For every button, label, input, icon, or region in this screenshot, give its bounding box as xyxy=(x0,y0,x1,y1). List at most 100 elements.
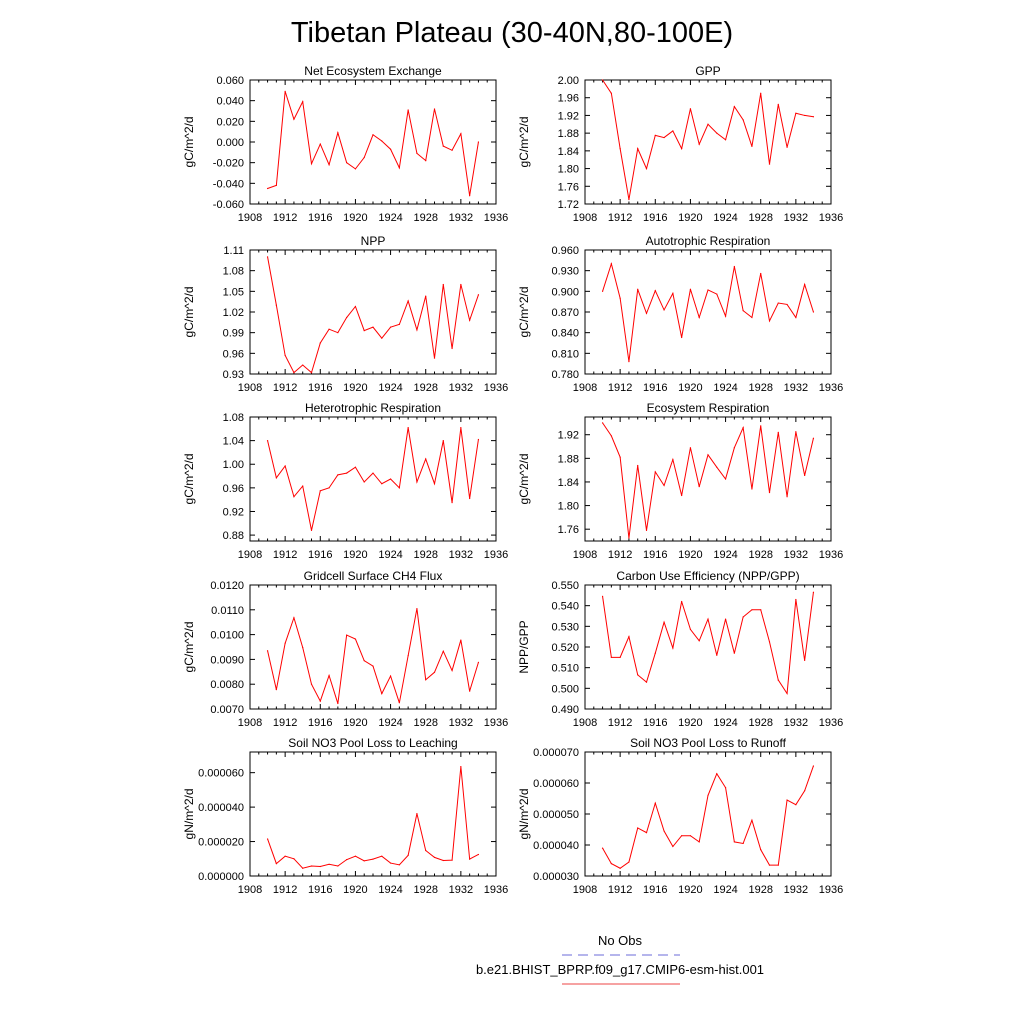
series-line xyxy=(267,766,479,869)
data-point xyxy=(742,310,744,312)
data-point xyxy=(645,167,648,170)
data-point xyxy=(786,303,788,306)
legend-label-no-obs: No Obs xyxy=(598,933,643,948)
data-point xyxy=(637,148,639,150)
data-point xyxy=(469,195,471,197)
data-point xyxy=(672,292,674,294)
data-point xyxy=(425,160,427,162)
data-point xyxy=(266,440,269,442)
data-point xyxy=(795,316,797,319)
y-tick-label: 1.92 xyxy=(558,430,579,442)
y-tick-label: 0.0100 xyxy=(210,630,244,642)
data-point xyxy=(689,108,692,110)
data-point xyxy=(372,134,374,136)
y-tick-label: 0.000070 xyxy=(533,747,579,759)
data-point xyxy=(433,108,436,110)
x-tick-label: 1912 xyxy=(608,884,632,896)
data-point xyxy=(337,332,339,334)
x-tick-label: 1936 xyxy=(484,717,508,729)
data-point xyxy=(293,496,295,498)
data-point xyxy=(786,496,788,498)
data-point xyxy=(451,669,453,672)
panel-2: NPP gC/m^2/d 1908 1912 1916 1920 1924 1928 1932 1… xyxy=(182,234,508,394)
data-point xyxy=(681,148,683,150)
data-point xyxy=(654,290,656,292)
data-point xyxy=(310,163,313,165)
data-point xyxy=(337,474,339,476)
data-point xyxy=(460,283,462,286)
y-tick-label: 0.0110 xyxy=(211,605,244,617)
data-point xyxy=(266,650,269,652)
y-axis-label: gC/m^2/d xyxy=(182,117,196,168)
data-point xyxy=(654,802,656,804)
data-point xyxy=(628,198,630,201)
x-tick-label: 1908 xyxy=(238,549,262,561)
data-point xyxy=(742,119,744,121)
x-tick-label: 1908 xyxy=(573,382,597,394)
y-tick-label: 1.92 xyxy=(558,110,579,122)
data-point xyxy=(363,860,365,862)
data-point xyxy=(751,488,753,490)
y-tick-label: 0.99 xyxy=(223,328,244,340)
y-tick-label: 1.11 xyxy=(223,245,244,257)
data-point xyxy=(804,659,806,662)
data-point xyxy=(663,484,665,487)
x-tick-label: 1916 xyxy=(308,549,332,561)
x-tick-label: 1932 xyxy=(449,549,473,561)
data-point xyxy=(346,634,348,636)
data-point xyxy=(601,847,604,849)
data-point xyxy=(681,336,683,339)
data-point xyxy=(337,132,339,134)
data-point xyxy=(319,865,321,868)
y-tick-label: 0.0120 xyxy=(210,580,244,592)
plot-frame xyxy=(584,751,832,877)
x-tick-label: 1936 xyxy=(819,382,843,394)
panel-title: Soil NO3 Pool Loss to Runoff xyxy=(630,736,787,750)
series-line xyxy=(602,592,814,695)
y-tick-label: 0.550 xyxy=(551,580,579,592)
y-tick-label: 0.000040 xyxy=(198,802,244,814)
y-axis-label: gC/m^2/d xyxy=(182,454,196,505)
data-point xyxy=(477,141,480,143)
panel-title: Gridcell Surface CH4 Flux xyxy=(304,569,443,583)
x-tick-label: 1912 xyxy=(608,549,632,561)
data-point xyxy=(319,342,321,344)
data-point xyxy=(363,330,365,332)
series-line xyxy=(267,256,479,374)
data-point xyxy=(681,600,683,603)
data-point xyxy=(663,309,665,311)
data-point xyxy=(663,830,665,832)
data-point xyxy=(293,118,295,120)
data-point xyxy=(619,297,621,299)
data-point xyxy=(284,642,286,644)
data-point xyxy=(293,617,295,619)
y-tick-label: 0.000060 xyxy=(533,778,579,790)
data-point xyxy=(795,431,797,433)
data-point xyxy=(310,865,313,867)
y-tick-label: 1.05 xyxy=(223,286,244,298)
panel-5: Ecosystem Respiration gC/m^2/d 1908 1912 191… xyxy=(517,401,843,561)
y-tick-label: 0.810 xyxy=(551,348,579,360)
x-tick-label: 1920 xyxy=(343,884,367,896)
data-point xyxy=(433,856,436,859)
data-point xyxy=(407,300,409,302)
data-point xyxy=(760,425,762,427)
panel-title: Heterotrophic Respiration xyxy=(305,401,441,415)
y-tick-label: 0.92 xyxy=(223,506,244,518)
y-tick-label: 2.00 xyxy=(558,75,579,87)
x-tick-label: 1920 xyxy=(678,549,702,561)
x-tick-label: 1920 xyxy=(678,717,702,729)
data-point xyxy=(751,316,753,319)
panel-title: Soil NO3 Pool Loss to Leaching xyxy=(288,736,457,750)
data-point xyxy=(663,136,665,139)
data-point xyxy=(619,867,621,869)
data-point xyxy=(284,855,286,857)
data-point xyxy=(663,621,665,623)
data-point xyxy=(416,152,418,154)
x-tick-label: 1936 xyxy=(484,382,508,394)
data-point xyxy=(381,483,383,485)
x-tick-label: 1908 xyxy=(573,884,597,896)
x-tick-label: 1932 xyxy=(784,382,808,394)
data-point xyxy=(293,372,295,374)
data-point xyxy=(328,863,330,865)
